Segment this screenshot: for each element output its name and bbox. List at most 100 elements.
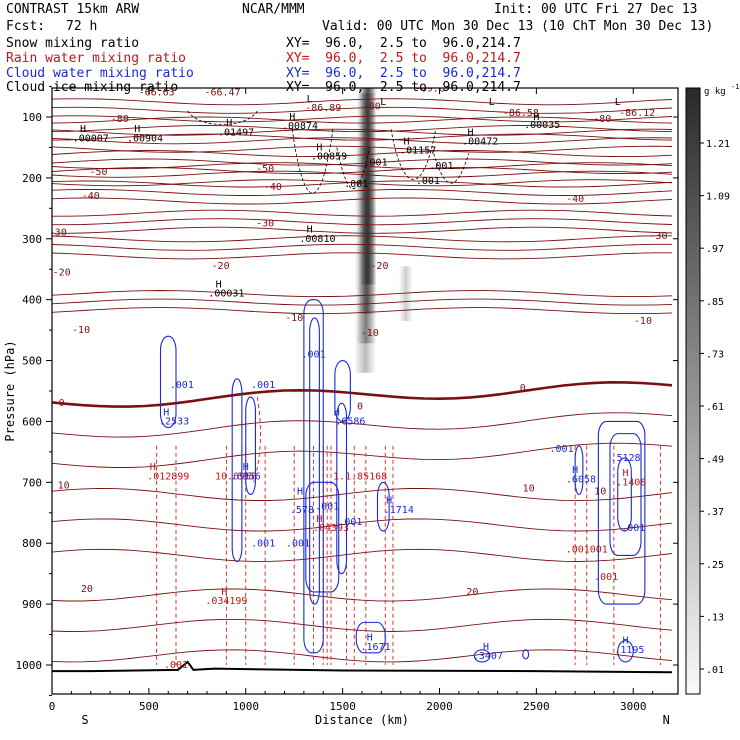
x-tick-label: 1000	[233, 700, 260, 713]
y-tick-label: 700	[22, 476, 42, 489]
snow-label: .00859	[311, 152, 347, 163]
temperature-contour	[52, 380, 673, 408]
cloud-water-label: .6058	[566, 474, 596, 485]
temperature-contour	[52, 137, 673, 145]
x-tick-label: 500	[139, 700, 159, 713]
snow-label: .001	[416, 176, 440, 187]
temperature-contour	[52, 189, 673, 196]
snow-label: .001	[344, 179, 368, 190]
legend-cloud-water-xy: XY= 96.0, 2.5 to 96.0,214.7	[286, 66, 521, 81]
x-axis-title: Distance (km)	[315, 713, 409, 727]
snow-label: .01497	[218, 127, 254, 138]
cloud-water-contour	[334, 360, 351, 422]
temperature-contour	[52, 442, 673, 468]
y-tick-label: 500	[22, 355, 42, 368]
temperature-contours: -66.63 -66.47 -69.6 -86.89 -86.58 -86.12 -80 -8…	[52, 88, 673, 663]
rain-label: .001	[164, 660, 188, 671]
rain-label: .012899	[147, 471, 189, 482]
snow-label: L	[307, 94, 313, 105]
rain-label: .034199	[205, 596, 247, 607]
temperature-contour	[52, 243, 672, 251]
rain-label: .001	[594, 572, 618, 583]
snow-label: .00810	[299, 234, 335, 245]
temperature-contour	[52, 298, 673, 306]
cloud-water-contour	[245, 396, 256, 496]
temperature-label: -86.89	[305, 103, 341, 114]
snow-label: H	[289, 112, 295, 123]
cloud-water-label: H	[163, 407, 169, 418]
north-label: N	[663, 713, 670, 727]
y-tick-label: 1000	[16, 659, 43, 672]
cloud-water-contour	[574, 445, 584, 496]
colorbar-label: .97	[706, 244, 724, 255]
temperature-contour	[52, 290, 673, 298]
legend-snow-xy: XY= 96.0, 2.5 to 96.0,214.7	[286, 36, 521, 51]
snow-contour	[390, 129, 437, 180]
cloud-water-contour	[522, 649, 530, 660]
temperature-contour	[52, 180, 673, 188]
rain-label: .001001	[566, 544, 608, 555]
rain-label: 1.1.85168	[333, 471, 387, 482]
temperature-contour	[52, 116, 673, 124]
x-tick-label: 3000	[620, 700, 647, 713]
temperature-contour	[52, 487, 673, 502]
cloud-water-label: H	[243, 462, 249, 473]
snow-label: H	[134, 124, 140, 135]
temperature-label: -40	[566, 194, 584, 205]
colorbar-label: .85	[706, 297, 724, 308]
rain-label: H	[221, 587, 227, 598]
cloud-water-label: .1671	[361, 642, 391, 653]
x-tick-label: 0	[49, 700, 56, 713]
snow-contour	[433, 153, 469, 184]
cloud-water-contour	[305, 481, 340, 593]
colorbar-label: .13	[706, 612, 724, 623]
temperature-contour	[52, 125, 673, 133]
cloud-water-label: .001	[302, 350, 326, 361]
temperature-contour	[52, 252, 672, 260]
terrain-line	[52, 660, 673, 674]
snow-label: H	[533, 112, 539, 123]
cloud-water-contour	[231, 378, 243, 563]
temperature-contour	[52, 158, 673, 166]
valid-time: Valid: 00 UTC Mon 30 Dec 13 (10 ChT Mon …	[322, 19, 714, 34]
temperature-contour	[52, 226, 673, 234]
temperature-label: -10	[634, 316, 652, 327]
rain-label: .04393	[313, 523, 349, 534]
rain-contour	[253, 397, 261, 483]
ice-shading	[354, 88, 413, 373]
temperature-contour	[52, 588, 673, 602]
snow-contours	[187, 110, 469, 194]
temperature-label: -80	[363, 102, 381, 113]
org-label: NCAR/MMM	[242, 2, 305, 17]
snow-contour	[291, 129, 334, 194]
cloud-water-contour	[617, 457, 632, 532]
temperature-contour	[52, 150, 673, 158]
cloud-water-label: H	[297, 487, 303, 498]
temperature-label: 0	[357, 401, 363, 412]
temperature-contour	[52, 412, 673, 438]
temperature-label: -20	[370, 261, 388, 272]
colorbar-unit: g kg	[704, 87, 726, 97]
cloud-water-label: H	[386, 496, 392, 507]
colorbar-label: .37	[706, 507, 724, 518]
ice-shade-band	[398, 266, 413, 322]
temperature-label: -20	[53, 267, 71, 278]
temperature-contour	[52, 649, 673, 663]
y-tick-label: 400	[22, 294, 42, 307]
snow-label: H	[307, 225, 313, 236]
snow-label: H	[226, 118, 232, 129]
y-tick-label: 200	[22, 172, 42, 185]
cloud-water-contour	[303, 299, 324, 654]
temperature-label: 20	[81, 584, 93, 595]
cloud-water-label: H	[483, 642, 489, 653]
temperature-label: -10	[285, 313, 303, 324]
cloud-water-contours	[159, 299, 646, 663]
rain-label: H	[316, 514, 322, 525]
snow-label: L	[615, 97, 621, 108]
y-tick-label: 900	[22, 598, 42, 611]
snow-contour	[336, 147, 371, 189]
fcst-label: Fcst:	[6, 19, 46, 34]
snow-label: H	[316, 142, 322, 153]
temperature-contour	[52, 170, 673, 178]
snow-label: L	[489, 97, 495, 108]
